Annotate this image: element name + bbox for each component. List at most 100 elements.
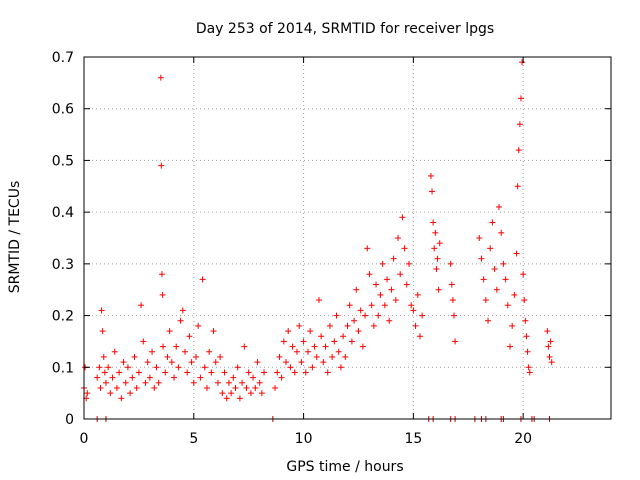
data-point — [375, 312, 382, 319]
data-point — [315, 297, 322, 304]
data-point — [547, 338, 554, 345]
data-point — [171, 374, 178, 381]
data-point — [100, 353, 107, 360]
data-point — [313, 353, 320, 360]
data-point — [278, 374, 285, 381]
data-point — [373, 281, 380, 288]
data-point — [304, 348, 311, 355]
data-point — [353, 286, 360, 293]
data-point — [272, 384, 279, 391]
data-point — [146, 374, 153, 381]
data-point — [210, 328, 217, 335]
data-point — [362, 312, 369, 319]
y-tick-label: 0.4 — [52, 205, 74, 221]
x-tick-label: 20 — [514, 431, 532, 447]
data-point — [513, 250, 520, 257]
data-point — [122, 379, 129, 386]
data-point — [258, 390, 265, 397]
data-point — [153, 364, 160, 371]
data-point — [517, 95, 524, 102]
data-point — [414, 291, 421, 298]
data-point — [416, 333, 423, 340]
data-point — [333, 312, 340, 319]
data-point — [225, 379, 232, 386]
data-point — [489, 219, 496, 226]
data-point — [127, 390, 134, 397]
data-point — [217, 353, 224, 360]
data-point — [239, 379, 246, 386]
data-point — [223, 395, 230, 402]
x-tick-label: 0 — [80, 431, 89, 447]
data-point — [364, 245, 371, 252]
data-point — [252, 384, 259, 391]
data-point — [405, 260, 412, 267]
data-point — [234, 364, 241, 371]
data-point — [102, 379, 109, 386]
data-point — [392, 297, 399, 304]
data-point — [522, 317, 529, 324]
data-point — [131, 353, 138, 360]
data-point — [548, 359, 555, 366]
data-point — [186, 333, 193, 340]
data-point — [318, 333, 325, 340]
data-point — [452, 338, 459, 345]
data-point — [309, 364, 316, 371]
data-point — [241, 343, 248, 350]
data-point — [450, 312, 457, 319]
data-point — [340, 333, 347, 340]
data-point — [311, 343, 318, 350]
data-point — [206, 348, 213, 355]
data-point — [219, 390, 226, 397]
x-tick-label: 5 — [189, 431, 198, 447]
data-point — [395, 235, 402, 241]
data-point — [519, 59, 526, 66]
data-point — [381, 302, 388, 309]
data-point — [236, 395, 243, 402]
data-point — [344, 322, 351, 329]
data-point — [359, 343, 366, 350]
data-point — [291, 369, 298, 376]
data-point — [331, 338, 338, 345]
data-point — [449, 297, 456, 304]
data-point — [99, 328, 106, 335]
data-point — [97, 384, 104, 391]
plot-frame — [83, 56, 612, 420]
x-tick-label: 10 — [295, 431, 313, 447]
data-point — [435, 286, 442, 293]
data-point — [155, 379, 162, 386]
data-point — [188, 359, 195, 366]
data-point — [320, 359, 327, 366]
data-point — [346, 302, 353, 309]
data-point — [496, 203, 503, 210]
axis-ticks: 0 0.1 0.2 0.3 0.4 0.5 0.6 0.7 0 5 10 15 20 — [52, 50, 611, 447]
data-point — [307, 328, 314, 335]
data-point — [384, 276, 391, 283]
data-point — [476, 235, 483, 241]
data-point — [342, 353, 349, 360]
data-point — [243, 384, 250, 391]
data-point — [168, 359, 175, 366]
data-point — [212, 359, 219, 366]
data-point — [96, 364, 103, 371]
data-point — [324, 369, 331, 376]
data-point — [177, 317, 184, 324]
data-point — [197, 374, 204, 381]
data-point — [329, 353, 336, 360]
data-point — [419, 312, 426, 319]
data-point — [498, 229, 505, 236]
data-point — [109, 374, 116, 381]
data-point — [256, 379, 263, 386]
data-point — [285, 328, 292, 335]
data-point — [493, 286, 500, 293]
data-point — [447, 260, 454, 267]
data-point — [482, 297, 489, 304]
data-point — [386, 317, 393, 324]
data-point — [478, 255, 485, 262]
data-point — [113, 384, 120, 391]
data-point — [544, 328, 551, 335]
data-point — [487, 245, 494, 252]
data-point — [368, 302, 375, 309]
data-point — [293, 348, 300, 355]
data-point — [120, 359, 127, 366]
data-point — [94, 374, 101, 381]
